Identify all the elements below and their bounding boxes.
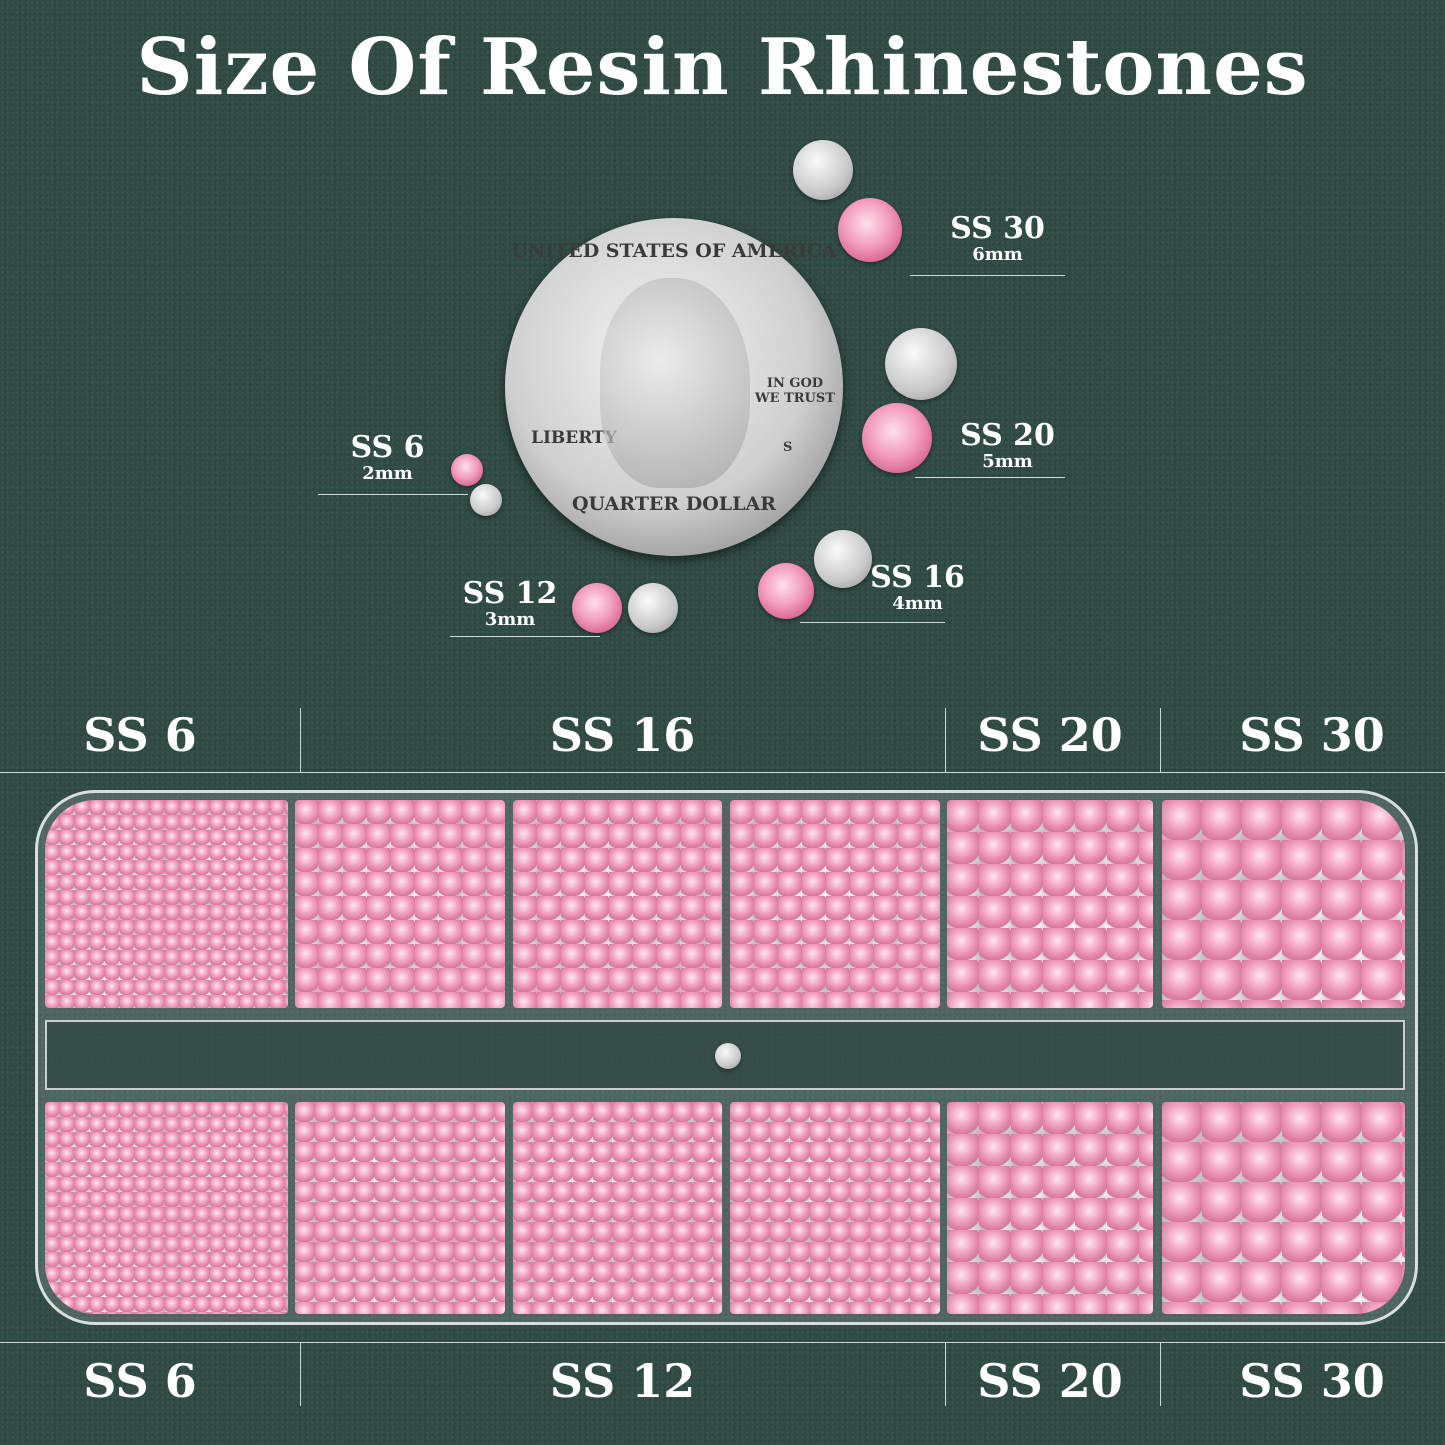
compartment-ss16-top [513,800,722,1008]
coin-top-text: UNITED STATES OF AMERICA [511,240,837,262]
size-label-ss30: SS 30 6mm [950,211,1045,265]
washington-portrait [600,278,750,488]
tray-hinge-dot [715,1043,741,1069]
size-label-ss16: SS 16 4mm [870,560,965,614]
underline [318,494,468,495]
tray-header-top-1: SS 6 [83,708,197,762]
coin-liberty: LIBERTY [531,428,617,448]
divider [945,1342,946,1406]
compartment-ss6-bottom [45,1102,288,1314]
compartment-ss16-top [295,800,505,1008]
tray-header-top-3: SS 20 [977,708,1123,762]
size-label-ss12: SS 12 3mm [462,576,558,630]
coin-bottom-text: QUARTER DOLLAR [571,493,777,515]
underline [915,477,1065,478]
divider [300,1342,301,1406]
compartment-ss12-bottom [513,1102,722,1314]
tray-center-bar [45,1020,1405,1090]
underline [800,622,945,623]
coin-motto: IN GOD WE TRUST [755,376,835,406]
tray-header-top-4: SS 30 [1239,708,1385,762]
underline [450,636,600,637]
compartment-ss20-bottom [947,1102,1153,1314]
stone-ss6 [451,454,483,486]
tray-header-top-2: SS 16 [549,708,696,762]
stone-ss16 [758,563,814,619]
compartment-ss12-bottom [730,1102,940,1314]
divider [1160,708,1161,772]
compartment-ss16-top [730,800,940,1008]
divider [300,708,301,772]
stone-back-ss12 [628,583,678,633]
compartment-ss12-bottom [295,1102,505,1314]
stone-ss30 [838,198,902,262]
stone-back-ss6 [470,484,502,516]
tray-header-bottom-4: SS 30 [1239,1354,1385,1408]
page-title: Size Of Resin Rhinestones [136,22,1309,113]
compartment-ss6-top [45,800,288,1008]
compartment-ss20-top [947,800,1153,1008]
tray-header-bottom-1: SS 6 [83,1354,197,1408]
coin-mint: S [783,440,793,455]
underline [910,275,1065,276]
size-label-ss20: SS 20 5mm [960,418,1055,472]
stone-ss12 [572,583,622,633]
compartment-ss30-top [1162,800,1405,1008]
stone-ss20 [862,403,932,473]
divider [945,708,946,772]
divider [0,772,1445,773]
stone-back-ss30 [793,140,853,200]
size-label-ss6: SS 6 2mm [350,430,425,484]
quarter-coin: UNITED STATES OF AMERICA IN GOD WE TRUST… [505,218,843,556]
divider [0,1342,1445,1343]
compartment-ss30-bottom [1162,1102,1405,1314]
divider [1160,1342,1161,1406]
stone-back-ss20 [885,328,957,400]
stone-back-ss16 [814,530,872,588]
tray-header-bottom-2: SS 12 [549,1354,696,1408]
tray-header-bottom-3: SS 20 [977,1354,1123,1408]
